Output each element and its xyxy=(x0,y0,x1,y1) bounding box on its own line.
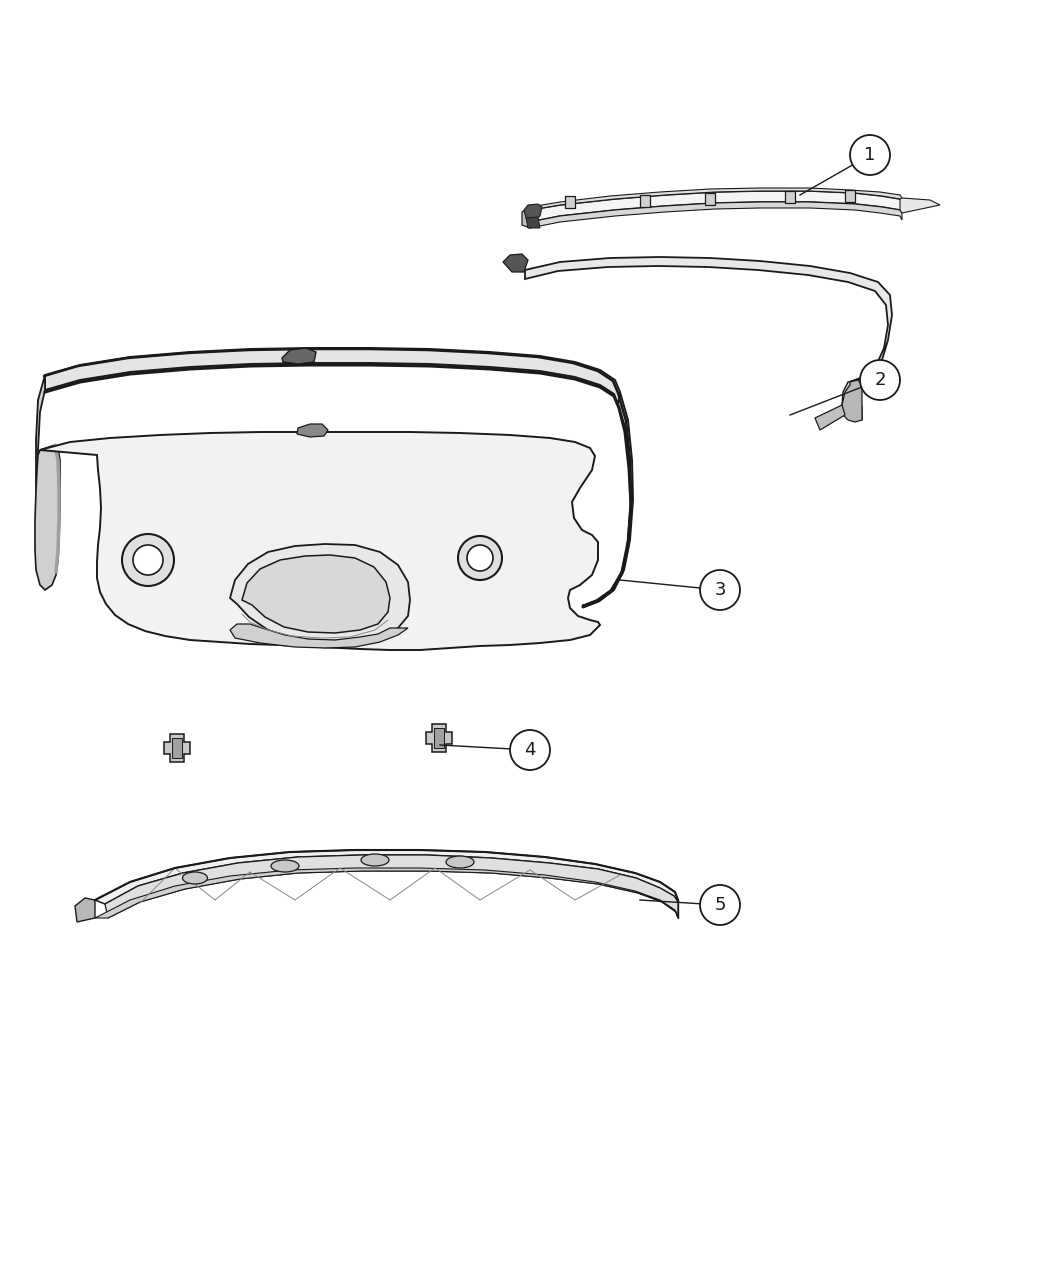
Polygon shape xyxy=(525,258,892,382)
Polygon shape xyxy=(900,198,940,213)
Polygon shape xyxy=(35,445,60,590)
Polygon shape xyxy=(785,191,795,204)
Circle shape xyxy=(122,534,174,587)
Polygon shape xyxy=(242,555,390,632)
Polygon shape xyxy=(530,187,902,210)
Circle shape xyxy=(458,536,502,580)
Circle shape xyxy=(133,544,163,575)
Circle shape xyxy=(700,570,740,609)
Polygon shape xyxy=(842,380,862,419)
Circle shape xyxy=(467,544,493,571)
Ellipse shape xyxy=(446,856,474,868)
Polygon shape xyxy=(503,254,528,272)
Polygon shape xyxy=(565,196,575,208)
Polygon shape xyxy=(45,348,619,405)
Text: 2: 2 xyxy=(875,371,886,389)
Ellipse shape xyxy=(271,861,299,872)
Polygon shape xyxy=(522,207,530,228)
Ellipse shape xyxy=(183,872,208,884)
Polygon shape xyxy=(530,201,902,228)
Polygon shape xyxy=(530,191,902,222)
Polygon shape xyxy=(282,348,316,363)
Polygon shape xyxy=(164,734,190,762)
Polygon shape xyxy=(36,375,45,581)
Polygon shape xyxy=(526,217,540,228)
Polygon shape xyxy=(640,195,650,207)
Polygon shape xyxy=(426,724,452,752)
Polygon shape xyxy=(434,728,444,748)
Polygon shape xyxy=(105,856,678,918)
Polygon shape xyxy=(705,193,715,205)
Text: 5: 5 xyxy=(714,896,726,914)
Polygon shape xyxy=(94,850,678,904)
Circle shape xyxy=(860,360,900,400)
Polygon shape xyxy=(845,190,855,201)
Ellipse shape xyxy=(361,854,388,866)
Polygon shape xyxy=(230,623,408,648)
Polygon shape xyxy=(230,544,410,641)
Polygon shape xyxy=(75,898,94,922)
Text: 4: 4 xyxy=(524,741,536,759)
Polygon shape xyxy=(815,405,845,430)
Circle shape xyxy=(700,885,740,924)
Text: 1: 1 xyxy=(864,147,876,164)
Polygon shape xyxy=(172,738,182,759)
Polygon shape xyxy=(297,425,328,437)
Polygon shape xyxy=(582,391,633,606)
Polygon shape xyxy=(842,380,862,422)
Circle shape xyxy=(510,731,550,770)
Text: 3: 3 xyxy=(714,581,726,599)
Polygon shape xyxy=(524,204,542,219)
Polygon shape xyxy=(94,868,678,918)
Circle shape xyxy=(850,135,890,175)
Polygon shape xyxy=(40,432,600,650)
